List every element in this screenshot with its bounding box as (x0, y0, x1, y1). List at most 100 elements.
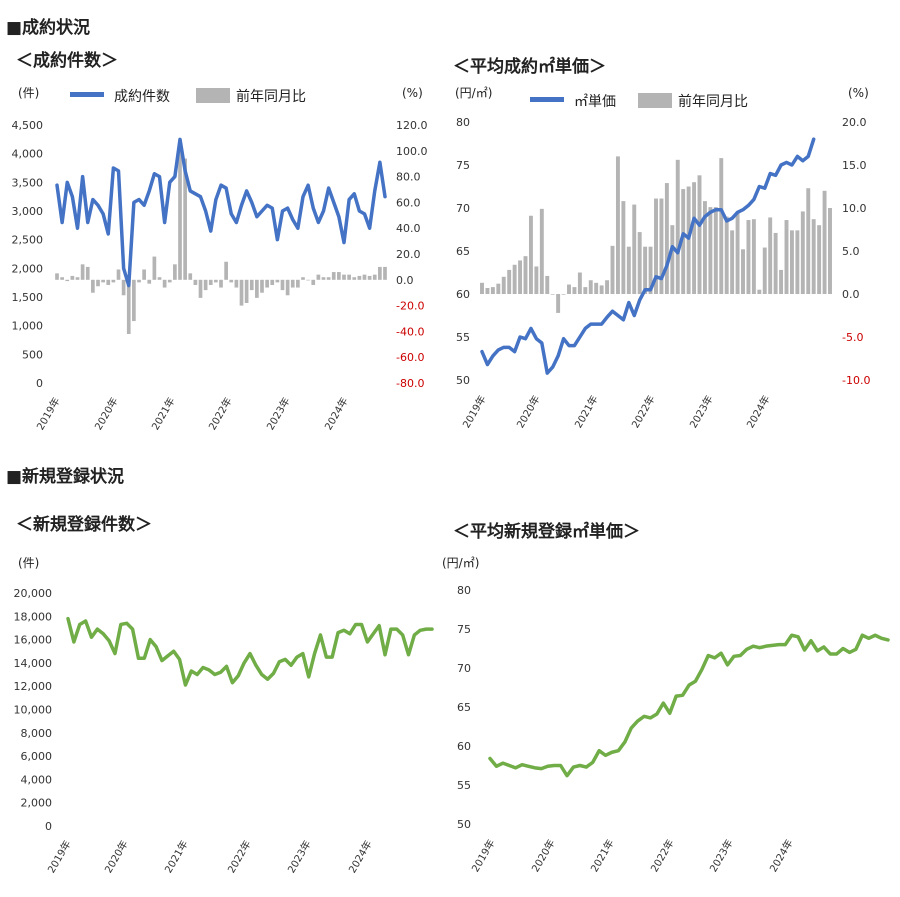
chart1-bar (383, 266, 387, 280)
chart1-bar (80, 264, 85, 280)
chart1-left-tick-label: 4,000 (12, 148, 44, 161)
chart2-bar (789, 230, 794, 294)
contract-price-title: ＜平均成約㎡単価＞ (453, 57, 606, 77)
chart2-bar (697, 175, 702, 294)
chart1-bar (290, 279, 295, 288)
chart2-bar (654, 198, 658, 294)
chart1-left-tick-label: 500 (22, 348, 43, 361)
chart3-year-label: 2024年 (346, 838, 375, 875)
chart1-bar (137, 279, 141, 283)
chart2-bar (828, 208, 832, 294)
chart2-bar (496, 283, 501, 294)
chart2-bar (512, 264, 517, 294)
chart1-bar (96, 279, 100, 287)
chart2-bar (577, 272, 582, 294)
chart1-bar (296, 279, 300, 288)
chart2-year-label: 2019年 (460, 393, 489, 430)
chart2-legend-label: 前年同月比 (678, 93, 748, 110)
chart1-bar (357, 275, 362, 280)
chart1-bar (347, 274, 351, 280)
chart1-bar (188, 273, 193, 280)
chart2-bar (817, 225, 822, 294)
chart1-bar (147, 279, 152, 284)
chart3-year-label: 2023年 (285, 838, 314, 875)
chart1-series-line (55, 137, 387, 288)
contract-section-heading: ■成約状況 (6, 18, 91, 38)
chart2-right-tick-label: 20.0 (842, 116, 867, 129)
chart4-left-tick-label: 50 (457, 818, 471, 831)
chart2-bar (779, 269, 784, 294)
chart2-bar (545, 275, 550, 294)
chart1-bar (60, 277, 64, 280)
chart1-bar (152, 256, 157, 280)
chart2-bar (686, 186, 691, 294)
chart3-left-tick-label: 14,000 (14, 657, 53, 670)
chart1-right-tick-label: -40.0 (396, 325, 424, 338)
chart1-right-tick-label: -80.0 (396, 377, 424, 390)
chart2-right-tick-label: 15.0 (842, 159, 867, 172)
chart3-series-line (66, 616, 434, 687)
chart2-bar (561, 294, 566, 295)
chart1-bar (326, 277, 331, 280)
chart1-right-tick-label: 120.0 (396, 119, 428, 132)
chart1-bar (183, 158, 187, 280)
chart2-year-label: 2020年 (514, 393, 543, 430)
new-price-title: ＜平均新規登録㎡単価＞ (453, 522, 640, 542)
chart2-left-tick-label: 75 (456, 159, 470, 172)
chart3-left-tick-label: 16,000 (14, 634, 53, 647)
chart2-bar (550, 294, 555, 295)
new-section-heading: ■新規登録状況 (6, 467, 125, 487)
chart1-year-label: 2023年 (264, 395, 293, 432)
chart1-bar (178, 143, 182, 280)
chart1-bar (255, 279, 259, 298)
chart1-left-tick-label: 0 (36, 377, 43, 390)
chart2-bar (567, 284, 571, 294)
chart1-bar (157, 277, 162, 280)
chart3-left-tick-label: 4,000 (21, 773, 53, 786)
chart1-bar (219, 279, 223, 288)
chart2-bar (795, 230, 800, 294)
chart1-bar (316, 274, 321, 280)
chart2-bar (719, 158, 724, 294)
chart4-year-label: 2019年 (469, 837, 498, 874)
chart1-bar (270, 279, 275, 285)
chart1-left-tick-label: 2,000 (12, 262, 44, 275)
new-count-title: ＜新規登録件数＞ (16, 515, 152, 535)
chart4-left-unit-label: (円/㎡) (442, 556, 479, 570)
chart2-right-tick-label: -5.0 (842, 331, 863, 344)
chart2-bar (615, 156, 620, 294)
chart2-bar (724, 216, 729, 294)
chart3-left-tick-label: 6,000 (21, 750, 53, 763)
chart2-year-label: 2022年 (629, 393, 658, 430)
chart1-bar (132, 279, 136, 322)
chart2-bar (746, 220, 751, 294)
chart1-left-tick-label: 3,000 (12, 205, 44, 218)
chart4-left-tick-label: 75 (457, 623, 471, 636)
chart2-bar (692, 182, 697, 294)
chart2-bar (681, 189, 686, 294)
chart1-legend-bar-swatch (196, 88, 230, 103)
chart2-year-label: 2021年 (572, 393, 601, 430)
chart2-left-tick-label: 70 (456, 202, 470, 215)
chart1-bar (167, 279, 172, 283)
chart1-bar (214, 279, 218, 283)
chart2-bar (751, 219, 756, 294)
chart1-bar (208, 279, 213, 285)
chart4-left-tick-label: 55 (457, 779, 471, 792)
chart1-bar (311, 279, 316, 285)
chart4-year-label: 2020年 (529, 837, 558, 874)
chart1-bar (244, 279, 249, 304)
chart1-bar (372, 274, 377, 280)
chart1-right-tick-label: 20.0 (396, 248, 421, 261)
chart3-year-label: 2020年 (102, 838, 131, 875)
chart1-bar (229, 279, 234, 283)
chart3-left-tick-label: 12,000 (14, 680, 53, 693)
chart2-bar (556, 294, 561, 313)
chart1-left-tick-label: 2,500 (12, 234, 44, 247)
chart1-bar (106, 279, 111, 285)
chart2-bar (588, 280, 593, 294)
chart2-bar (599, 285, 604, 294)
chart1-bar (224, 261, 228, 280)
chart1-left-tick-label: 1,000 (12, 320, 44, 333)
